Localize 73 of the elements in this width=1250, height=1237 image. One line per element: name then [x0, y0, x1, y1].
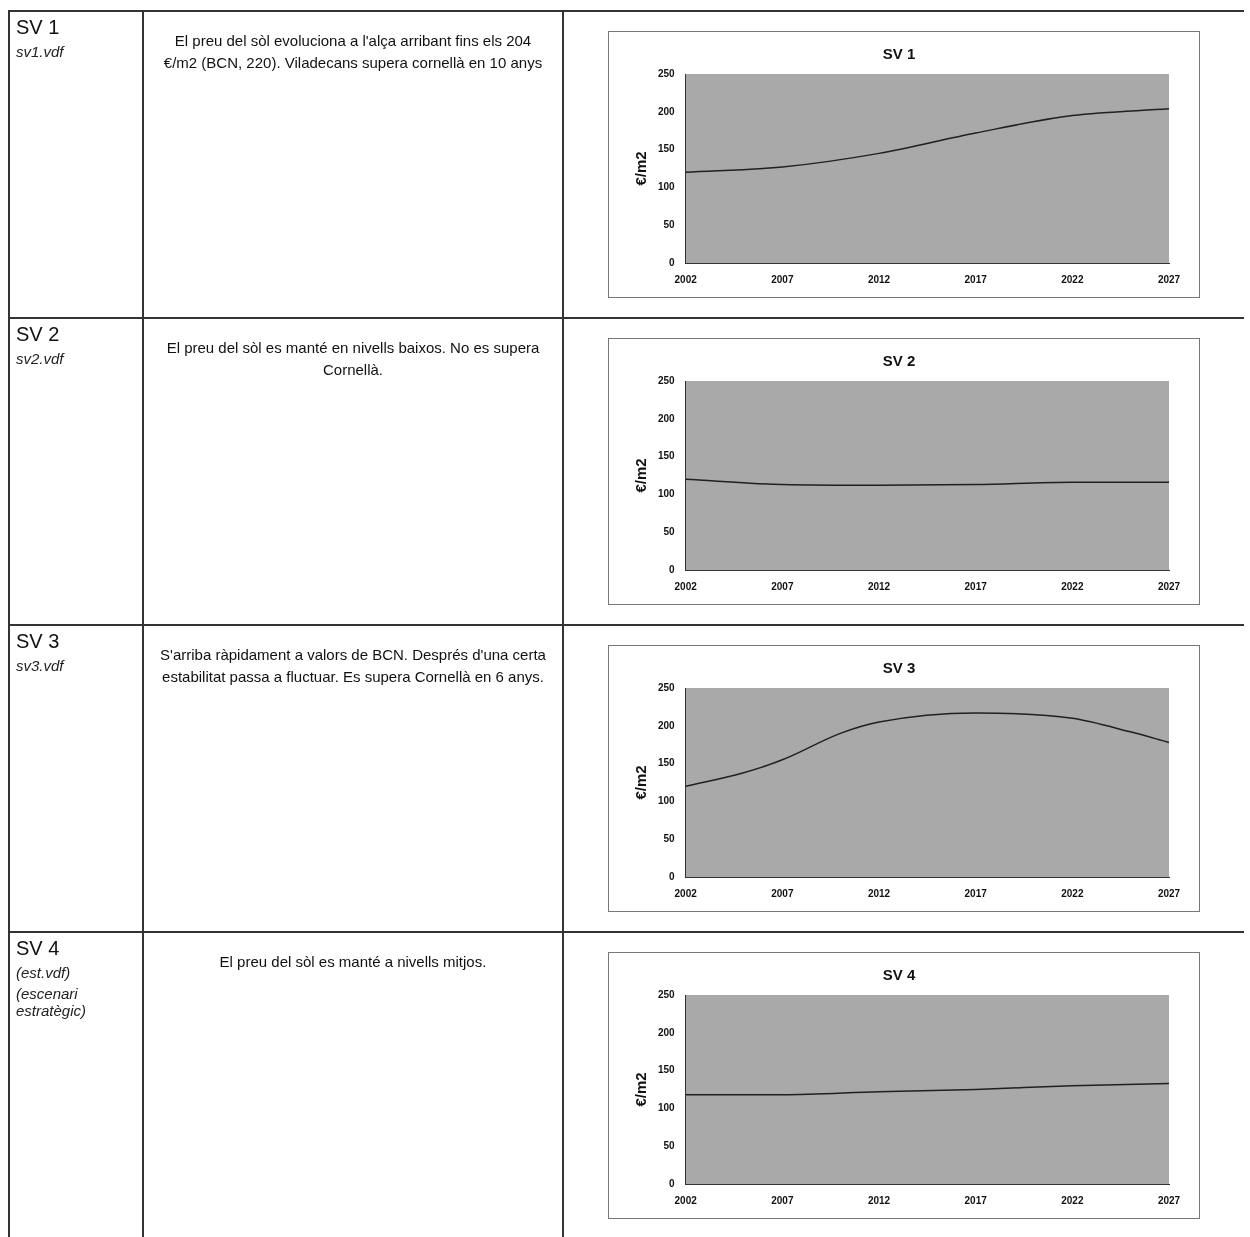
line-series: [685, 108, 1169, 174]
x-tick-label: 2027: [1157, 887, 1181, 899]
y-tick-label: 50: [663, 832, 676, 844]
y-axis-title: €/m2: [632, 458, 650, 493]
y-axis-title: €/m2: [632, 151, 650, 186]
x-tick-label: 2007: [771, 887, 794, 899]
x-tick-label: 2007: [771, 580, 794, 592]
text: SV 1: [16, 16, 61, 39]
y-tick-label: 100: [658, 488, 676, 500]
y-tick-label: 100: [658, 795, 676, 807]
text: El preu del sòl evoluciona a l'alça arribant fins els 204 €/m2 (BCN, 220). Viladecans supera cornellà en 10 anys: [144, 12, 564, 317]
x-tick-label: 2007: [771, 1194, 794, 1206]
line-series: [685, 712, 1169, 788]
text: El preu del sòl es manté a nivells mitjos.: [144, 933, 564, 1237]
y-tick-label: 50: [663, 1139, 676, 1151]
line-series: [685, 478, 1169, 487]
x-tick-label: 2027: [1157, 580, 1181, 592]
x-tick-label: 2022: [1061, 580, 1084, 592]
x-tick-label: 2017: [964, 580, 988, 592]
x-tick-label: 2017: [964, 887, 988, 899]
x-tick-label: 2022: [1061, 887, 1084, 899]
y-tick-label: 150: [658, 143, 676, 155]
x-tick-label: 2002: [674, 1194, 698, 1206]
y-tick-label: 50: [663, 218, 676, 230]
x-tick-label: 2027: [1157, 273, 1181, 285]
y-tick-label: 0: [669, 870, 676, 882]
x-tick-label: 2007: [771, 273, 794, 285]
text: SV 2: [16, 323, 61, 346]
y-tick-label: 250: [658, 681, 676, 693]
text: El preu del sòl es manté en nivells baixos. No es supera Cornellà.: [144, 319, 564, 624]
y-tick-label: 0: [669, 256, 676, 268]
text: (escenari estratègic): [16, 985, 88, 1019]
line-series: [685, 1082, 1169, 1096]
y-tick-label: 0: [669, 1177, 676, 1189]
chart-title: SV 1: [882, 45, 916, 63]
text: sv1.vdf: [16, 43, 66, 60]
y-tick-label: 250: [658, 67, 676, 79]
text: SV 3: [16, 630, 61, 653]
x-tick-label: 2002: [674, 580, 698, 592]
x-tick-label: 2002: [674, 887, 698, 899]
text: SV 4: [16, 937, 61, 960]
chart-title: SV 4: [882, 966, 916, 984]
y-tick-label: 200: [658, 412, 676, 424]
text: S'arriba ràpidament a valors de BCN. Després d'una certa estabilitat passa a fluctuar. Es supera Cornellà en 6 anys.: [144, 626, 564, 931]
y-tick-label: 200: [658, 719, 676, 731]
x-tick-label: 2012: [867, 580, 891, 592]
x-tick-label: 2002: [674, 273, 698, 285]
y-tick-label: 150: [658, 1064, 676, 1076]
y-tick-label: 100: [658, 1102, 676, 1114]
x-tick-label: 2012: [867, 887, 891, 899]
y-tick-label: 200: [658, 1026, 676, 1038]
y-tick-label: 250: [658, 374, 676, 386]
chart-title: SV 3: [882, 659, 916, 677]
y-axis-title: €/m2: [632, 765, 650, 800]
x-tick-label: 2012: [867, 1194, 891, 1206]
x-tick-label: 2012: [867, 273, 891, 285]
y-tick-label: 50: [663, 525, 676, 537]
x-tick-label: 2017: [964, 1194, 988, 1206]
y-tick-label: 150: [658, 450, 676, 462]
text: sv2.vdf: [16, 350, 66, 367]
y-axis-title: €/m2: [632, 1072, 650, 1107]
x-tick-label: 2027: [1157, 1194, 1181, 1206]
x-tick-label: 2022: [1061, 273, 1084, 285]
x-tick-label: 2017: [964, 273, 988, 285]
y-tick-label: 100: [658, 181, 676, 193]
chart-title: SV 2: [882, 352, 916, 370]
y-tick-label: 250: [658, 988, 676, 1000]
y-tick-label: 200: [658, 105, 676, 117]
x-tick-label: 2022: [1061, 1194, 1084, 1206]
text: (est.vdf): [16, 964, 72, 981]
y-tick-label: 0: [669, 563, 676, 575]
text: sv3.vdf: [16, 657, 66, 674]
y-tick-label: 150: [658, 757, 676, 769]
